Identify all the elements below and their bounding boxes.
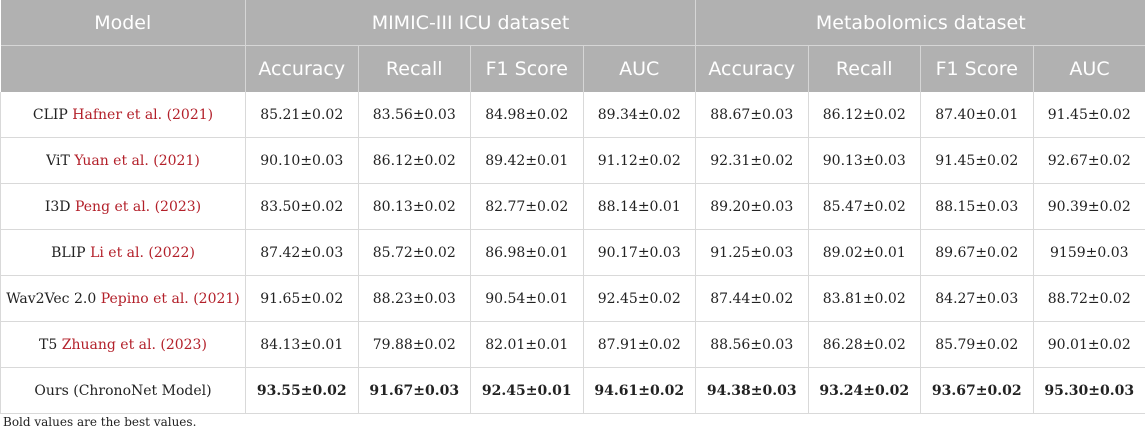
model-cell: CLIP Hafner et al. (2021) (0, 92, 246, 138)
table-row: I3D Peng et al. (2023) 83.50±0.02 80.13±0.… (0, 183, 1145, 230)
metric-value-cell: 88.23±0.03 (358, 275, 471, 322)
metric-value-cell: 91.25±0.03 (695, 229, 809, 276)
citation-link[interactable]: Zhuang et al. (2023) (61, 336, 207, 353)
table-row: BLIP Li et al. (2022) 87.42±0.03 85.72±0.0… (0, 229, 1145, 276)
metric-value-cell: 85.79±0.02 (920, 321, 1034, 368)
metric-header-f1: F1 Score (920, 45, 1034, 92)
metric-value-cell: 84.27±0.03 (920, 275, 1034, 322)
table-row: ViT Yuan et al. (2021) 90.10±0.03 86.12±0.… (0, 137, 1145, 184)
metric-value-cell: 95.30±0.03 (1033, 367, 1145, 414)
metric-value-cell: 87.40±0.01 (920, 92, 1034, 138)
model-name: I3D (44, 198, 71, 215)
metric-value-cell: 90.13±0.03 (808, 137, 921, 184)
metric-value-cell: 89.34±0.02 (583, 92, 696, 138)
metric-value-cell: 86.28±0.02 (808, 321, 921, 368)
metric-header-accuracy: Accuracy (245, 45, 359, 92)
metric-value-cell: 90.54±0.01 (470, 275, 584, 322)
metric-value-cell: 91.65±0.02 (245, 275, 359, 322)
metric-value-cell: 85.72±0.02 (358, 229, 471, 276)
metric-value-cell: 92.45±0.01 (470, 367, 584, 414)
metric-value-cell: 91.12±0.02 (583, 137, 696, 184)
model-cell: Wav2Vec 2.0 Pepino et al. (2021) (0, 275, 246, 322)
metric-value-cell: 89.20±0.03 (695, 183, 809, 230)
metric-value-cell: 94.38±0.03 (695, 367, 809, 414)
mimic-group-header: MIMIC-III ICU dataset (245, 0, 696, 46)
metric-value-cell: 92.45±0.02 (583, 275, 696, 322)
model-name: CLIP (32, 106, 68, 123)
citation-link[interactable]: Peng et al. (2023) (74, 198, 202, 215)
metric-value-cell: 89.42±0.01 (470, 137, 584, 184)
metric-value-cell: 88.67±0.03 (695, 92, 809, 138)
model-cell: I3D Peng et al. (2023) (0, 183, 246, 230)
model-name: ViT (46, 152, 70, 169)
model-column-header: Model (0, 0, 246, 46)
metric-value-cell: 85.47±0.02 (808, 183, 921, 230)
footnote: Bold values are the best values. (3, 415, 197, 429)
citation-link[interactable]: Li et al. (2022) (90, 244, 195, 261)
metric-value-cell: 87.91±0.02 (583, 321, 696, 368)
metric-value-cell: 9159±0.03 (1033, 229, 1145, 276)
model-cell: BLIP Li et al. (2022) (0, 229, 246, 276)
table-row: Wav2Vec 2.0 Pepino et al. (2021) 91.65±0.… (0, 275, 1145, 322)
metric-value-cell: 82.77±0.02 (470, 183, 584, 230)
model-name: T5 (39, 336, 58, 353)
metric-value-cell: 87.42±0.03 (245, 229, 359, 276)
metric-value-cell: 79.88±0.02 (358, 321, 471, 368)
metric-value-cell: 93.67±0.02 (920, 367, 1034, 414)
metabolomics-group-header: Metabolomics dataset (695, 0, 1145, 46)
metric-value-cell: 86.98±0.01 (470, 229, 584, 276)
metric-value-cell: 91.45±0.02 (1033, 92, 1145, 138)
table-body: CLIP Hafner et al. (2021) 85.21±0.02 83.56… (0, 92, 1145, 414)
metric-header-accuracy: Accuracy (695, 45, 809, 92)
model-cell: Ours (ChronoNet Model) (0, 367, 246, 414)
model-name: Wav2Vec 2.0 (6, 290, 97, 307)
metric-header-recall: Recall (808, 45, 921, 92)
model-cell: ViT Yuan et al. (2021) (0, 137, 246, 184)
metric-value-cell: 90.01±0.02 (1033, 321, 1145, 368)
metric-value-cell: 89.67±0.02 (920, 229, 1034, 276)
metric-value-cell: 90.17±0.03 (583, 229, 696, 276)
citation-link[interactable]: Yuan et al. (2021) (74, 152, 200, 169)
metric-value-cell: 88.15±0.03 (920, 183, 1034, 230)
metric-value-cell: 94.61±0.02 (583, 367, 696, 414)
metric-header-auc: AUC (1033, 45, 1145, 92)
results-table: Model MIMIC-III ICU dataset Metabolomics… (0, 0, 1145, 414)
metric-value-cell: 87.44±0.02 (695, 275, 809, 322)
metric-value-cell: 86.12±0.02 (808, 92, 921, 138)
table-header: Model MIMIC-III ICU dataset Metabolomics… (0, 0, 1145, 92)
metric-value-cell: 93.55±0.02 (245, 367, 359, 414)
metric-header-recall: Recall (358, 45, 471, 92)
metric-value-cell: 91.45±0.02 (920, 137, 1034, 184)
metric-value-cell: 83.56±0.03 (358, 92, 471, 138)
model-cell: T5 Zhuang et al. (2023) (0, 321, 246, 368)
model-name: BLIP (51, 244, 86, 261)
metric-value-cell: 92.67±0.02 (1033, 137, 1145, 184)
metric-value-cell: 83.81±0.02 (808, 275, 921, 322)
metric-header-f1: F1 Score (470, 45, 584, 92)
metric-value-cell: 90.10±0.03 (245, 137, 359, 184)
citation-link[interactable]: Pepino et al. (2021) (100, 290, 240, 307)
table-row: Ours (ChronoNet Model) 93.55±0.02 91.67±0.… (0, 367, 1145, 414)
table-row: CLIP Hafner et al. (2021) 85.21±0.02 83.56… (0, 92, 1145, 138)
metric-value-cell: 82.01±0.01 (470, 321, 584, 368)
metric-value-cell: 84.13±0.01 (245, 321, 359, 368)
metric-value-cell: 85.21±0.02 (245, 92, 359, 138)
table-row: T5 Zhuang et al. (2023) 84.13±0.01 79.88±0… (0, 321, 1145, 368)
citation-link[interactable]: Hafner et al. (2021) (72, 106, 214, 123)
metric-value-cell: 83.50±0.02 (245, 183, 359, 230)
metric-value-cell: 90.39±0.02 (1033, 183, 1145, 230)
metric-value-cell: 93.24±0.02 (808, 367, 921, 414)
metric-value-cell: 91.67±0.03 (358, 367, 471, 414)
metric-value-cell: 88.72±0.02 (1033, 275, 1145, 322)
metric-value-cell: 80.13±0.02 (358, 183, 471, 230)
metric-value-cell: 84.98±0.02 (470, 92, 584, 138)
metric-value-cell: 92.31±0.02 (695, 137, 809, 184)
metric-value-cell: 89.02±0.01 (808, 229, 921, 276)
model-name: Ours (ChronoNet Model) (34, 382, 212, 399)
metric-value-cell: 88.14±0.01 (583, 183, 696, 230)
metric-header-auc: AUC (583, 45, 696, 92)
model-subheader-blank (0, 45, 246, 92)
metric-value-cell: 88.56±0.03 (695, 321, 809, 368)
metric-value-cell: 86.12±0.02 (358, 137, 471, 184)
